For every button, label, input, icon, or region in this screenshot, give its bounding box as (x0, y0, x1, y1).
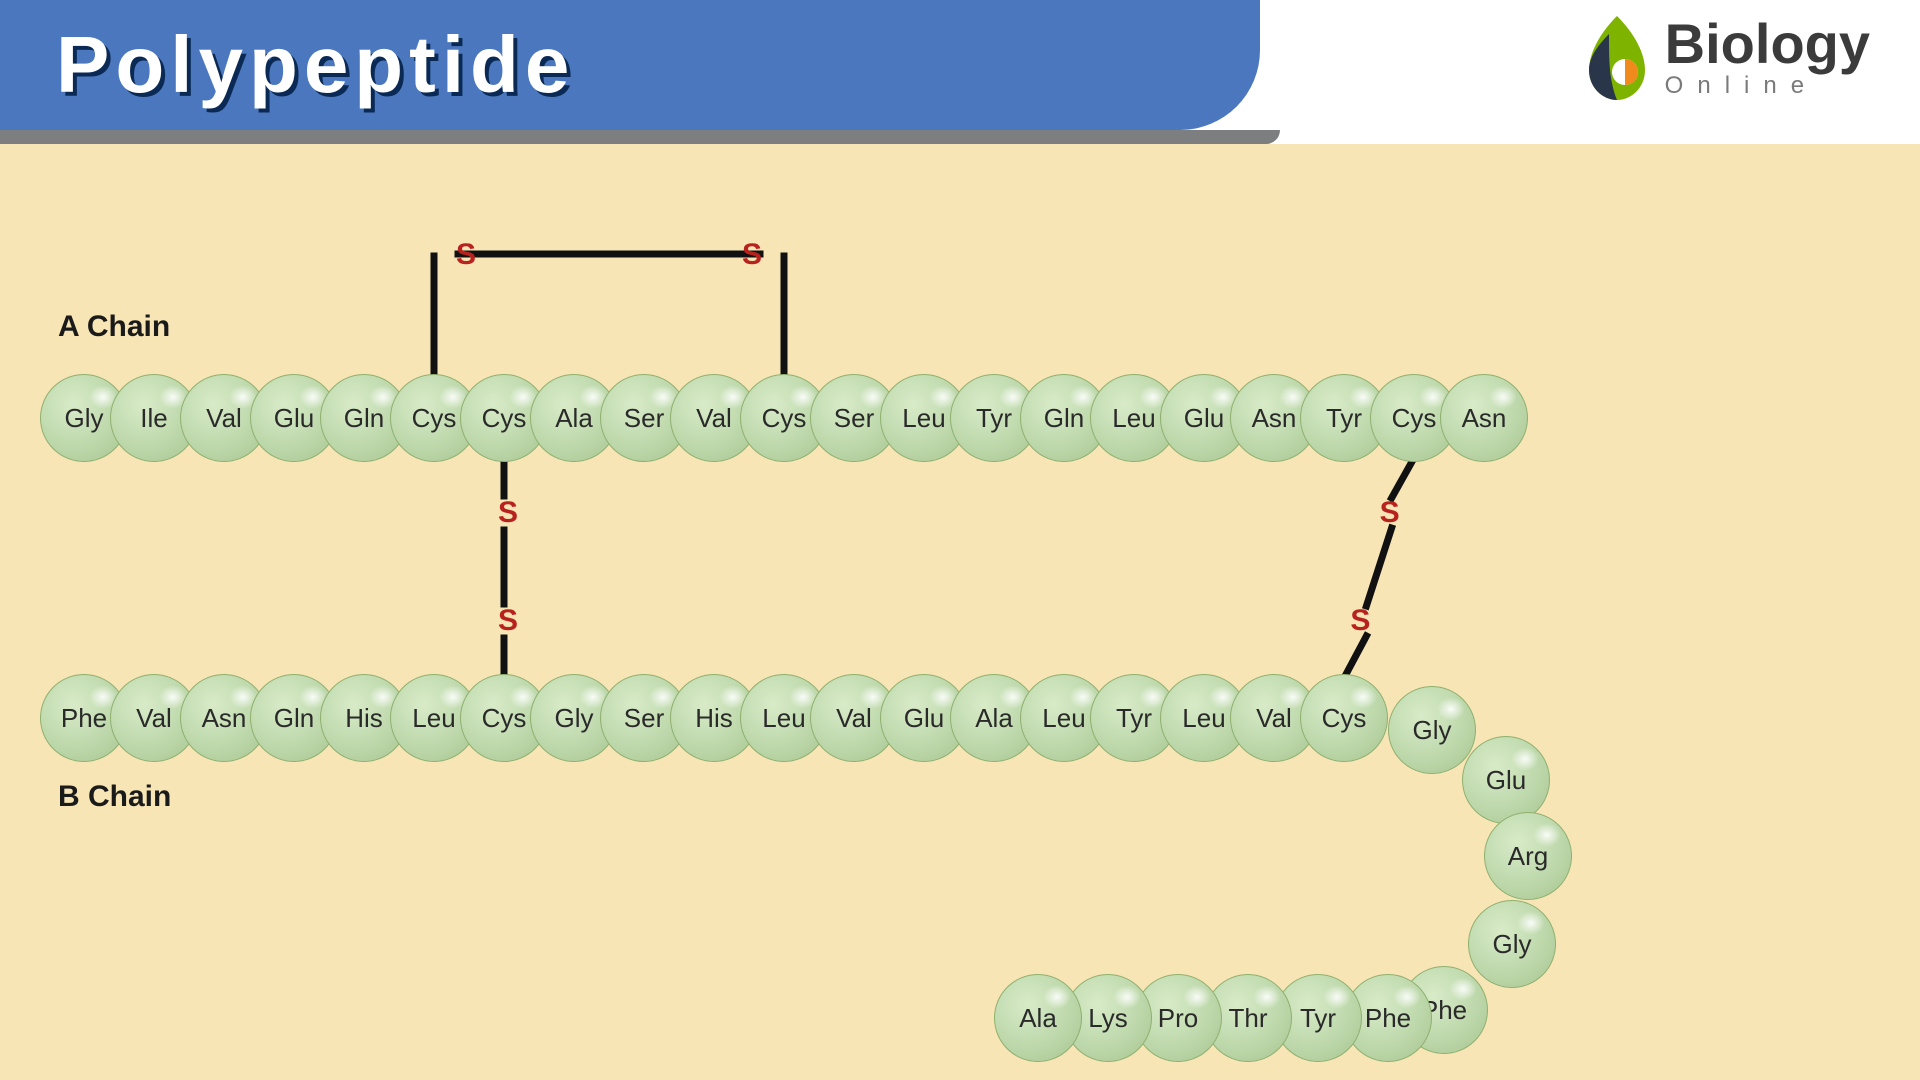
diagram-area: A ChainB ChainGlyIleValGluGlnCysCysAlaSe… (0, 144, 1920, 1080)
brand-logo: Biology Online (1581, 12, 1870, 102)
b-residue-18: Cys (1300, 674, 1388, 762)
a-chain-label: A Chain (58, 310, 170, 344)
logo-main-text: Biology (1665, 16, 1870, 72)
s-label: S (498, 604, 518, 638)
logo-sub-text: Online (1665, 74, 1870, 98)
b-residue-22: Gly (1468, 900, 1556, 988)
s-label: S (498, 496, 518, 530)
a-residue-20: Asn (1440, 374, 1528, 462)
disulfide-bonds (0, 144, 1920, 1080)
b-residue-21: Arg (1484, 812, 1572, 900)
s-label: S (456, 238, 476, 272)
title-banner: Polypeptide (0, 0, 1260, 130)
s-label: S (1350, 604, 1370, 638)
logo-text: Biology Online (1665, 16, 1870, 98)
logo-icon (1581, 12, 1653, 102)
page-title: Polypeptide (56, 19, 575, 111)
grey-stripe (0, 130, 1280, 144)
s-label: S (1380, 496, 1400, 530)
b-chain-label: B Chain (58, 780, 171, 814)
b-residue-19: Gly (1388, 686, 1476, 774)
b-residue-29: Ala (994, 974, 1082, 1062)
s-label: S (742, 238, 762, 272)
b-residue-20: Glu (1462, 736, 1550, 824)
header-bar: Polypeptide Biology Online (0, 0, 1920, 140)
